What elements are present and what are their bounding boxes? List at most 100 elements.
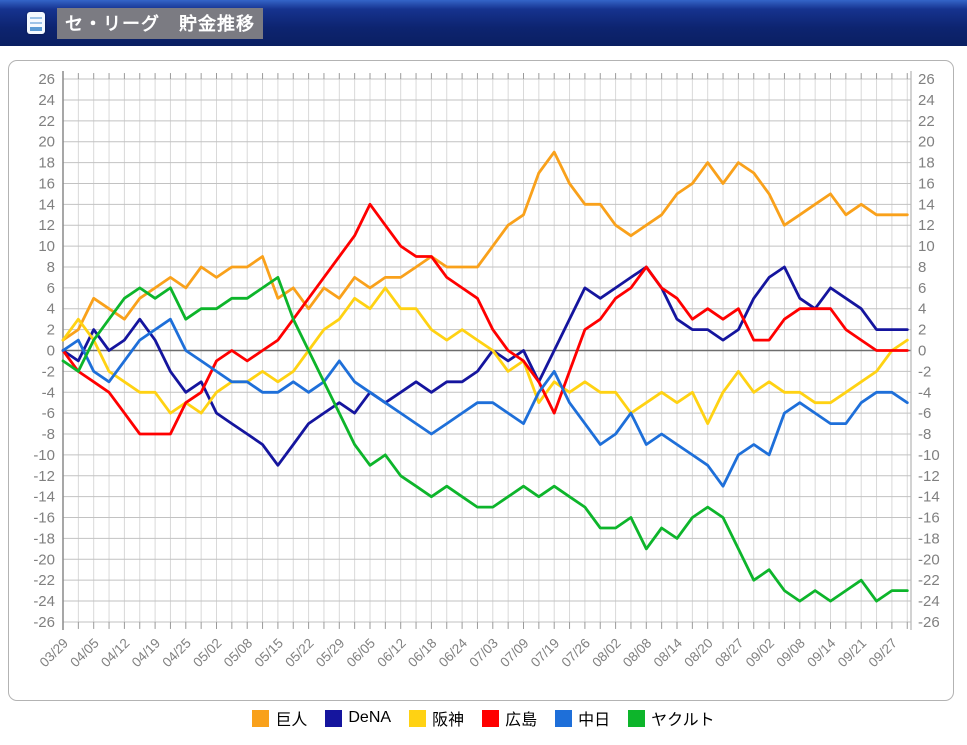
y-axis-label-left: 26 <box>38 71 55 88</box>
y-axis-label-right: 24 <box>918 92 935 109</box>
x-axis-label: 09/08 <box>773 635 808 670</box>
y-axis-label-left: 24 <box>38 92 55 109</box>
y-axis-label-right: -8 <box>918 426 931 443</box>
legend-item-4: 中日 <box>555 706 610 730</box>
legend: 巨人 DeNA 阪神 広島 中日 ヤクルト <box>0 706 967 730</box>
series-line-1 <box>61 265 909 467</box>
y-axis-label-right: -18 <box>918 530 940 547</box>
legend-label: 阪神 <box>432 712 465 729</box>
y-axis-label-right: -10 <box>918 447 940 464</box>
y-axis-label-right: 6 <box>918 280 926 297</box>
x-axis-label: 05/08 <box>221 635 256 670</box>
y-axis-label-right: -26 <box>918 614 940 631</box>
y-axis-label-right: -4 <box>918 384 931 401</box>
page-title: セ・リーグ 貯金推移 <box>57 7 263 39</box>
legend-item-5: ヤクルト <box>628 706 715 730</box>
y-axis-label-right: -12 <box>918 468 940 485</box>
legend-swatch <box>482 709 500 727</box>
y-axis-label-left: 20 <box>38 134 55 151</box>
title-bar: セ・リーグ 貯金推移 <box>0 0 967 46</box>
y-axis-label-left: -4 <box>42 384 55 401</box>
y-axis-label-right: 8 <box>918 259 926 276</box>
y-axis-label-right: 18 <box>918 155 935 172</box>
x-axis-label: 08/27 <box>712 635 747 670</box>
x-axis-label: 05/15 <box>252 635 287 670</box>
chart-svg: -26 -26-24 -24-22 -22-20 -20-18 -18-16 -16-14-… <box>33 71 940 670</box>
y-axis-label-right: 26 <box>918 71 935 88</box>
y-axis-label-left: 16 <box>38 175 55 192</box>
y-axis-label-right: 4 <box>918 301 926 318</box>
legend-item-2: 阪神 <box>409 706 464 730</box>
y-axis-label-left: -12 <box>33 468 55 485</box>
legend-swatch <box>555 709 573 727</box>
y-axis-label-left: 2 <box>47 322 55 339</box>
y-axis-label-right: 20 <box>918 134 935 151</box>
y-axis-label-left: -22 <box>33 572 55 589</box>
x-axis-label: 03/29 <box>37 635 72 670</box>
y-axis-label-right: -22 <box>918 572 940 589</box>
x-axis-label: 05/22 <box>282 635 317 670</box>
y-axis-label-left: -20 <box>33 551 55 568</box>
legend-label: DeNA <box>348 709 392 726</box>
y-axis-label-right: -16 <box>918 510 940 527</box>
y-axis-label-left: -24 <box>33 593 55 610</box>
y-axis-label-left: -8 <box>42 426 55 443</box>
x-axis-label: 04/19 <box>129 635 164 670</box>
legend-label: ヤクルト <box>651 712 715 729</box>
y-axis-label-left: 12 <box>38 217 55 234</box>
x-axis-label: 06/12 <box>374 635 409 670</box>
y-axis-label-left: -16 <box>33 510 55 527</box>
y-axis-label-left: -2 <box>42 363 55 380</box>
y-axis-label-right: -24 <box>918 593 940 610</box>
x-axis-label: 04/12 <box>98 635 133 670</box>
y-axis-label-left: 10 <box>38 238 55 255</box>
y-axis-label-left: -18 <box>33 530 55 547</box>
series-line-0 <box>61 150 909 342</box>
x-axis-label: 07/03 <box>466 635 501 670</box>
series-line-2 <box>61 286 909 426</box>
x-axis-label: 08/02 <box>589 635 624 670</box>
y-axis-label-left: -26 <box>33 614 55 631</box>
y-axis-label-right: 0 <box>918 343 926 360</box>
legend-swatch <box>628 709 646 727</box>
y-axis-label-left: 0 <box>47 343 55 360</box>
y-axis-label-left: 14 <box>38 196 55 213</box>
legend-swatch <box>325 709 343 727</box>
y-axis-label-right: 16 <box>918 175 935 192</box>
x-axis-label: 07/19 <box>528 635 563 670</box>
chart-panel: -26 -26 -24 -24 -22 -22 -20 -20 -18 -18 -16 -16 -14-… <box>8 60 954 701</box>
y-axis-label-right: 14 <box>918 196 935 213</box>
legend-item-0: 巨人 <box>252 706 307 730</box>
x-axis-label: 07/26 <box>559 635 594 670</box>
x-axis-label: 04/05 <box>67 635 102 670</box>
y-axis-label-right: -20 <box>918 551 940 568</box>
y-axis-label-left: -6 <box>42 405 55 422</box>
y-axis-label-right: 2 <box>918 322 926 339</box>
y-axis-label-left: 22 <box>38 113 55 130</box>
y-axis-label-left: -10 <box>33 447 55 464</box>
x-axis-label: 05/29 <box>313 635 348 670</box>
x-axis-label: 07/09 <box>497 635 532 670</box>
legend-swatch <box>409 709 427 727</box>
x-axis-label: 06/05 <box>344 635 379 670</box>
y-axis-label-right: 12 <box>918 217 935 234</box>
y-axis-label-right: 10 <box>918 238 935 255</box>
y-axis-label-right: 22 <box>918 113 935 130</box>
y-axis-label-left: 4 <box>47 301 55 318</box>
legend-swatch <box>252 709 270 727</box>
x-axis-label: 09/14 <box>804 635 839 670</box>
legend-item-1: DeNA <box>325 709 391 727</box>
x-axis-label: 09/27 <box>866 635 901 670</box>
y-axis-label-right: -6 <box>918 405 931 422</box>
y-axis-label-left: 18 <box>38 155 55 172</box>
x-axis-label: 06/24 <box>436 635 471 670</box>
series-line-3 <box>61 202 909 436</box>
x-axis-label: 04/25 <box>159 635 194 670</box>
document-icon <box>27 12 45 34</box>
x-axis-label: 06/18 <box>405 635 440 670</box>
x-axis-label: 09/02 <box>743 635 778 670</box>
y-axis-label-left: -14 <box>33 489 55 506</box>
y-axis-label-right: -2 <box>918 363 931 380</box>
y-axis-label-right: -14 <box>918 489 940 506</box>
legend-label: 巨人 <box>275 712 308 729</box>
